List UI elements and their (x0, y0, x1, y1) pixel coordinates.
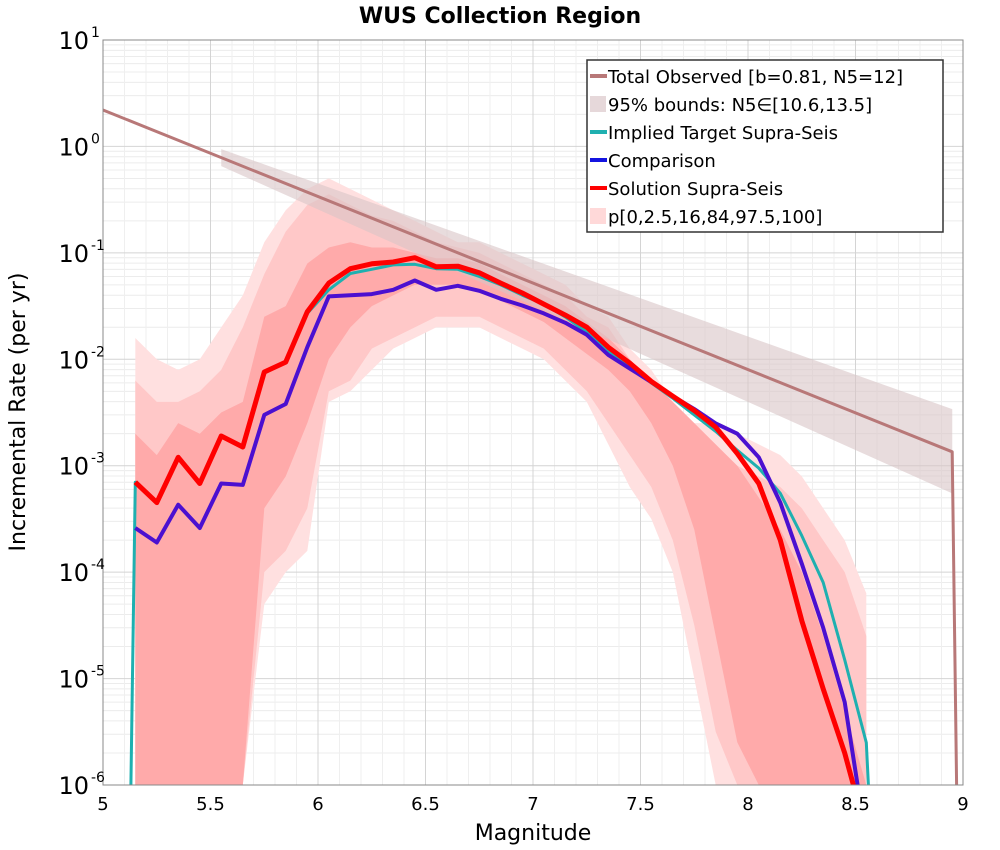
x-tick-label: 8 (742, 794, 753, 815)
y-tick-exponent: -4 (91, 557, 105, 573)
comparison-line (134, 278, 860, 785)
y-tick-exponent: -3 (91, 451, 105, 467)
y-tick-exponent: -5 (91, 664, 105, 680)
legend-label: Implied Target Supra-Seis (608, 123, 838, 144)
y-tick-label: 10 (58, 559, 89, 587)
observed-95-bounds (221, 149, 953, 494)
band-p16-p84 (135, 242, 867, 785)
x-tick-label: 5 (97, 794, 108, 815)
x-tick-label: 7 (527, 794, 538, 815)
x-axis-label: Magnitude (475, 821, 592, 846)
x-tick-label: 6.5 (411, 794, 440, 815)
legend-swatch (590, 208, 606, 224)
legend-label: Solution Supra-Seis (608, 179, 783, 200)
legend-label: 95% bounds: N5∈[10.6,13.5] (608, 95, 872, 116)
x-tick-label: 9 (957, 794, 968, 815)
y-tick-exponent: -1 (91, 238, 105, 254)
y-tick-exponent: -6 (91, 770, 105, 786)
x-tick-label: 7.5 (626, 794, 655, 815)
legend-label: Total Observed [b=0.81, N5=12] (607, 67, 903, 88)
y-tick-label: 10 (58, 240, 89, 268)
y-tick-exponent: -2 (91, 344, 105, 360)
y-tick-exponent: 0 (91, 131, 100, 147)
legend-box (586, 59, 944, 233)
x-tick-label: 5.5 (196, 794, 225, 815)
total-observed-line (103, 108, 959, 785)
x-tick-label: 6 (312, 794, 323, 815)
x-tick-label: 8.5 (841, 794, 870, 815)
y-tick-label: 10 (58, 772, 89, 800)
solution-line (133, 255, 856, 785)
legend-label: Comparison (608, 151, 716, 172)
y-tick-label: 10 (58, 27, 89, 55)
y-tick-label: 10 (58, 346, 89, 374)
y-tick-label: 10 (58, 133, 89, 161)
y-axis-label: Incremental Rate (per yr) (6, 273, 31, 552)
y-tick-exponent: 1 (91, 25, 100, 41)
legend-swatch (590, 96, 606, 112)
plot-frame (102, 39, 964, 786)
y-tick-label: 10 (58, 666, 89, 694)
legend: Total Observed [b=0.81, N5=12] 95% bounds… (586, 59, 944, 233)
legend-label: p[0,2.5,16,84,97.5,100] (608, 207, 822, 228)
plot-content (103, 108, 959, 785)
plot-area: 5 5.5 6 6.5 7 7.5 8 8.5 910 110 010 -110 -210 -310 -41… (58, 25, 968, 815)
chart-title: WUS Collection Region (359, 4, 641, 29)
y-tick-label: 10 (58, 453, 89, 481)
